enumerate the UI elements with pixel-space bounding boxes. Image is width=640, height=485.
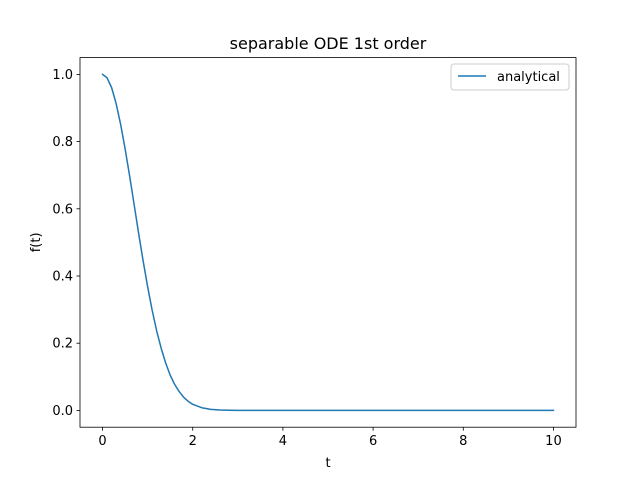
chart-title: separable ODE 1st order [230,34,427,53]
x-tick-label: 8 [459,434,467,449]
y-tick-label: 0.0 [52,404,73,419]
series-line-analytical [101,73,555,412]
x-axis-ticks: 0 2 4 6 8 10 [98,427,562,449]
y-tick-label: 0.4 [52,270,73,285]
y-tick-label: 0.2 [52,337,73,352]
legend: analytical [450,63,570,91]
x-tick-label: 10 [545,434,562,449]
y-tick-label: 0.6 [52,202,73,217]
legend-label-analytical: analytical [497,70,560,85]
x-tick-label: 6 [369,434,377,449]
y-axis-ticks: 0.0 0.2 0.4 0.6 0.8 1.0 [52,68,80,419]
y-axis-label: f(t) [29,232,44,252]
x-tick-label: 0 [98,434,106,449]
x-axis-label: t [325,456,330,471]
x-tick-label: 4 [279,434,287,449]
y-tick-label: 1.0 [52,68,73,83]
y-tick-label: 0.8 [52,135,73,150]
x-tick-label: 2 [189,434,197,449]
legend-box [450,63,570,91]
plot-area [79,57,577,428]
